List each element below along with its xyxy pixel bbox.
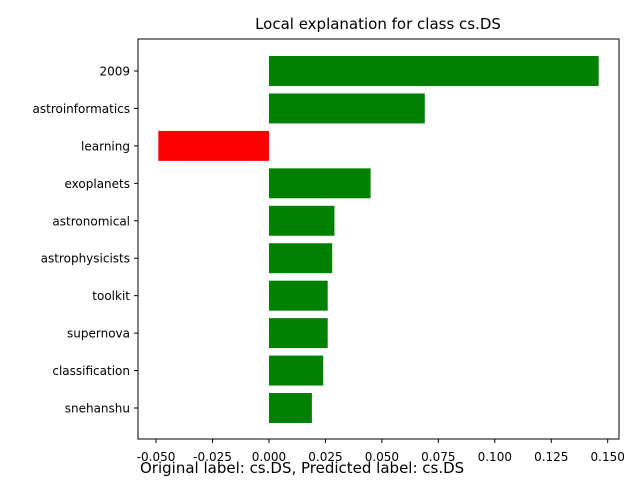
x-tick-labels: -0.050 -0.025 0.000 0.025 0.050 0.075 0.100 0.1… [137,439,625,464]
y-tick-label: 2009 [99,65,130,79]
bar-snehanshu [268,393,312,423]
y-tick-labels: 2009 astroinformatics learning exoplanets as… [33,65,138,416]
bar-astroinformatics [268,93,425,124]
y-tick-label: astroinformatics [33,102,130,116]
bars-group [158,56,599,423]
x-tick-label: -0.025 [193,450,232,464]
y-tick-label: astrophysicists [41,252,130,266]
chart-title: Local explanation for class cs.DS [255,15,501,33]
x-tick-label: 0.075 [421,450,455,464]
bar-2009 [268,56,599,86]
x-tick-label: 0.125 [534,450,568,464]
y-tick-label: snehanshu [65,402,130,416]
x-tick-label: 0.025 [308,450,342,464]
y-tick-label: exoplanets [65,177,131,191]
y-tick-label: supernova [67,327,130,341]
y-tick-label: learning [81,139,130,153]
y-tick-label: classification [52,364,130,378]
x-tick-label: 0.100 [478,450,512,464]
x-tick-label: -0.050 [137,450,176,464]
prediction-caption: Original label: cs.DS, Predicted label: … [140,459,465,477]
x-tick-label: 0.000 [252,450,286,464]
y-tick-label: astronomical [52,214,130,228]
bar-supernova [268,318,328,349]
bar-exoplanets [268,168,371,199]
plot-frame [137,38,620,440]
bar-classification [268,355,324,386]
x-tick-label: 0.150 [591,450,625,464]
bar-astrophysicists [268,243,333,274]
bar-toolkit [268,280,328,311]
bar-astronomical [268,205,335,236]
bar-learning [158,130,269,161]
x-tick-label: 0.050 [365,450,399,464]
y-tick-label: toolkit [92,289,130,303]
